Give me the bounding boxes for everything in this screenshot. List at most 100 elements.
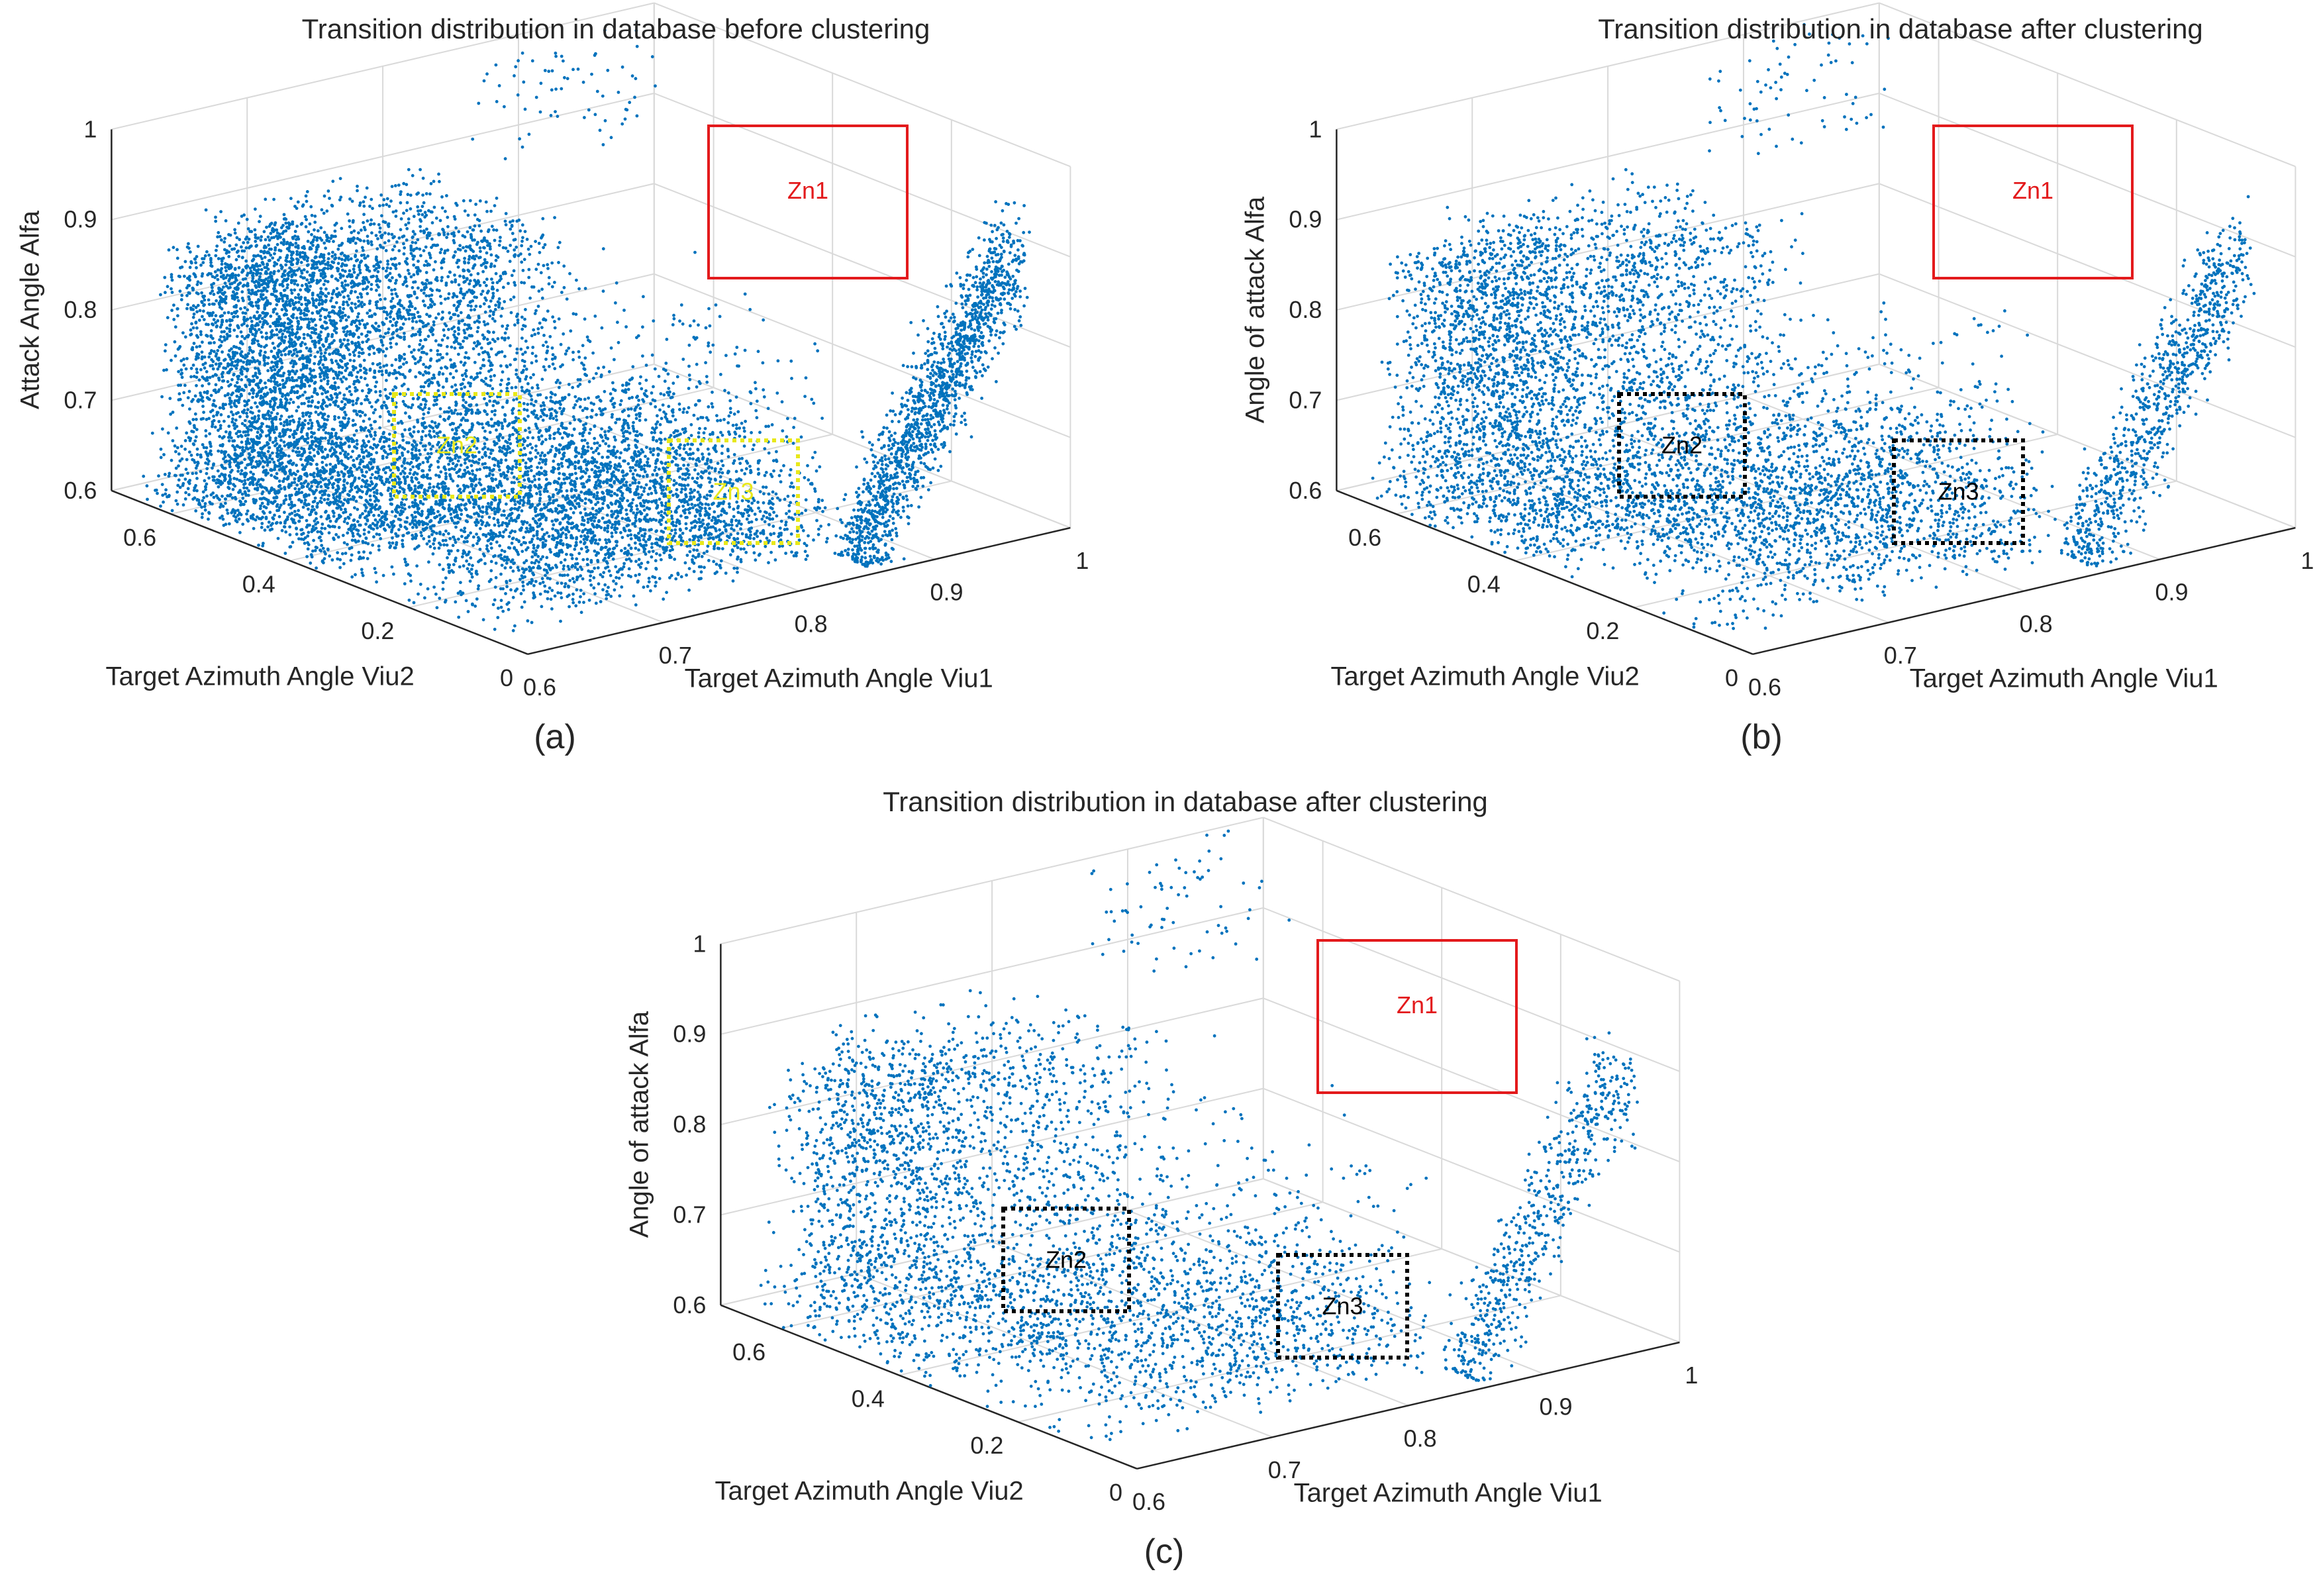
data-point [877,539,881,543]
data-point [739,547,743,551]
data-point [309,367,312,371]
data-point [387,444,391,448]
data-point [373,385,377,389]
data-point [620,389,624,393]
data-point [419,530,423,534]
data-point [702,431,706,435]
data-point [326,432,330,435]
data-point [430,221,434,224]
data-point [860,430,864,434]
data-point [905,480,909,483]
data-point [250,458,254,462]
data-point [537,242,541,245]
data-point [171,439,175,442]
data-point [406,268,410,272]
data-point [956,342,960,346]
data-point [307,230,311,234]
data-point [197,319,201,322]
data-point [507,377,511,381]
data-point [778,526,782,530]
data-point [364,481,368,485]
data-point [216,277,220,281]
data-point [330,274,334,278]
data-point [985,273,988,277]
data-point [378,230,381,234]
data-point [186,283,190,287]
data-point [784,521,788,524]
data-point [584,546,588,549]
data-point [523,230,527,233]
data-point [754,532,758,536]
data-point [641,325,644,329]
data-point [503,300,507,303]
data-point [911,485,915,488]
data-point [538,461,541,465]
data-point [574,313,578,316]
data-point [294,296,297,299]
data-point [216,367,220,371]
data-point [463,256,466,260]
data-point [336,535,340,539]
data-point [205,467,209,471]
data-point [547,275,551,279]
data-point [278,417,282,421]
data-point [752,536,756,540]
data-point [411,230,415,234]
data-point [271,451,274,455]
data-point [898,493,902,497]
data-point [716,462,720,466]
data-point [342,541,346,544]
data-point [308,451,312,454]
data-point [343,270,347,274]
data-point [334,519,338,523]
data-point [423,448,427,452]
data-point [803,550,807,554]
data-point [303,215,307,219]
data-point [399,420,403,423]
data-point [287,454,291,458]
data-point [387,327,391,331]
data-point [863,457,867,461]
data-point [553,216,556,219]
data-point [333,417,336,421]
data-point [411,465,415,469]
data-point [295,378,299,382]
data-point [273,287,276,290]
data-point [618,481,622,485]
data-point [497,607,500,610]
data-point [850,527,854,530]
data-point [277,269,281,273]
data-point [645,446,648,449]
data-point [591,456,595,460]
data-point [377,293,381,297]
data-point [534,240,537,243]
data-point [762,492,765,495]
data-point [687,364,691,368]
data-point [309,462,313,466]
data-point [544,574,547,577]
data-point [543,243,547,246]
data-point [611,381,615,385]
data-point [311,524,315,528]
data-point [871,443,874,447]
data-point [316,501,320,505]
data-point [671,446,675,450]
data-point [686,463,690,467]
data-point [330,475,334,479]
data-point [1023,287,1027,290]
data-point [526,436,530,440]
data-point [288,435,291,438]
data-point [493,264,497,268]
data-point [585,558,589,561]
data-point [329,299,332,303]
data-point [301,393,305,397]
data-point [440,195,444,199]
data-point [658,408,662,412]
data-point [428,545,432,548]
data-point [782,464,785,468]
data-point [466,230,469,234]
data-point [664,412,667,416]
data-point [895,487,899,490]
data-point [417,592,420,596]
data-point [332,328,336,332]
